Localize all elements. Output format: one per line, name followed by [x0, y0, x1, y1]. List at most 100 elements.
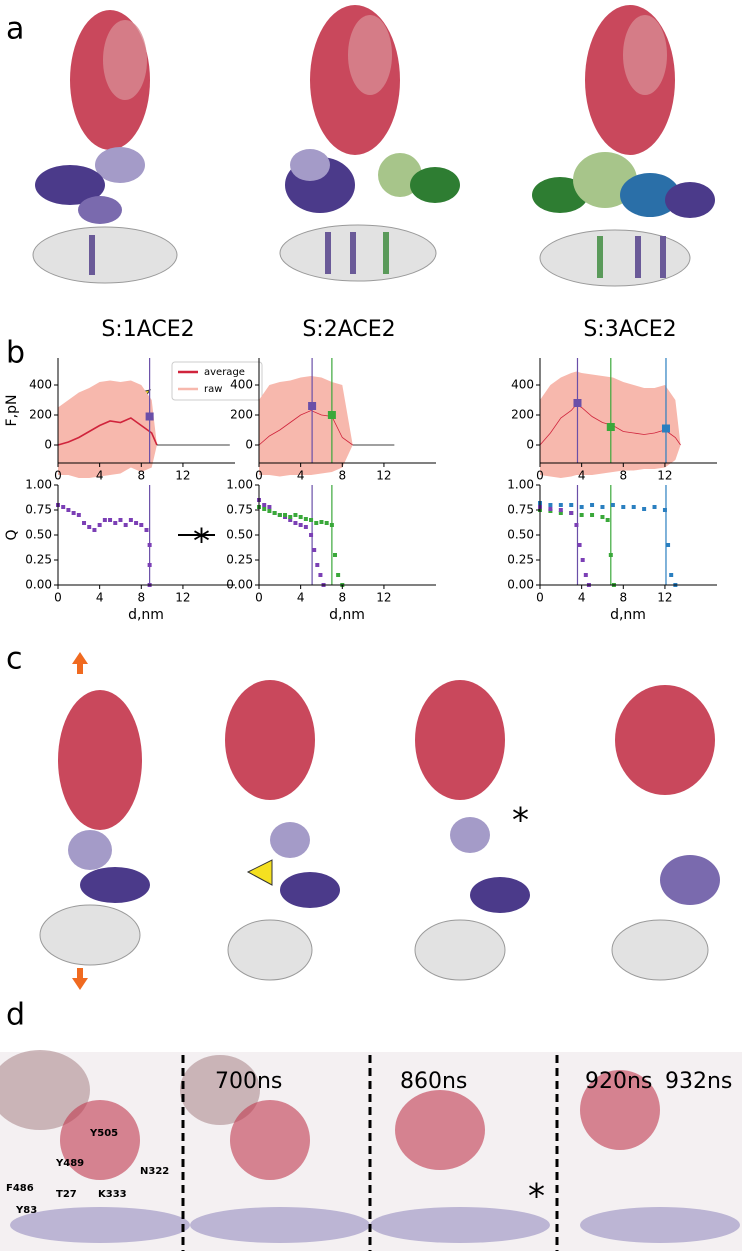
line — [258, 410, 353, 446]
y-tick-label: 0.25 — [226, 553, 253, 567]
x-tick-label: 12 — [657, 469, 672, 483]
point — [61, 505, 66, 509]
x-tick-label: 8 — [338, 591, 346, 605]
y-tick-label: 0.00 — [507, 578, 534, 592]
point — [108, 518, 113, 522]
x-tick-label: 4 — [297, 591, 305, 605]
marker — [145, 412, 154, 421]
point — [293, 513, 298, 517]
point — [548, 503, 553, 507]
raw-band — [58, 380, 157, 478]
y-axis-label: F,pN — [4, 395, 20, 427]
point — [579, 505, 584, 509]
y-tick-label: 0.00 — [25, 578, 52, 592]
x-tick-label: 8 — [338, 469, 346, 483]
point — [610, 503, 615, 507]
point — [288, 518, 293, 522]
y-tick-label: 0.75 — [226, 503, 253, 517]
time-label: 920ns — [585, 1069, 652, 1094]
x-tick-label: 4 — [578, 591, 586, 605]
point — [66, 508, 71, 512]
y-tick-label: 400 — [230, 378, 253, 392]
x-tick-label: 0 — [536, 469, 544, 483]
point — [577, 543, 582, 547]
point — [662, 508, 667, 512]
point — [669, 573, 674, 577]
x-tick-label: 8 — [137, 591, 145, 605]
residue-label: K333 — [98, 1189, 127, 1200]
legend-label: average — [204, 367, 245, 378]
point — [666, 543, 671, 547]
point — [583, 573, 588, 577]
time-label: 932ns — [665, 1069, 732, 1094]
point — [558, 503, 563, 507]
point — [315, 563, 320, 567]
x-tick-label: 8 — [137, 469, 145, 483]
raw-band — [259, 376, 353, 477]
point — [113, 521, 118, 525]
point — [590, 513, 595, 517]
x-tick-label: 8 — [619, 591, 627, 605]
y-tick-label: 0 — [526, 438, 534, 452]
point — [71, 511, 76, 515]
marker — [606, 423, 615, 431]
x-tick-label: 0 — [255, 591, 263, 605]
point — [118, 518, 123, 522]
y-tick-label: 0 — [44, 438, 52, 452]
y-tick-label: 1.00 — [507, 478, 534, 492]
point — [309, 518, 314, 522]
point — [147, 563, 152, 567]
point — [262, 503, 267, 507]
point — [590, 503, 595, 507]
marker — [327, 411, 336, 419]
point — [324, 521, 329, 525]
x-tick-label: 12 — [175, 469, 190, 483]
y-tick-label: 200 — [29, 408, 52, 422]
point — [97, 523, 102, 527]
point — [314, 521, 319, 525]
point — [293, 521, 298, 525]
point — [631, 505, 636, 509]
time-label: 700ns — [215, 1069, 282, 1094]
point — [267, 505, 272, 509]
y-axis-label: Q — [4, 529, 20, 540]
y-tick-label: 0.75 — [25, 503, 52, 517]
x-axis-label: d,nm — [128, 607, 164, 623]
y-tick-label: 0.50 — [507, 528, 534, 542]
residue-label: Y83 — [15, 1205, 37, 1216]
point — [92, 528, 97, 532]
chart-title: S:3ACE2 — [583, 317, 676, 342]
residue-label: Y489 — [55, 1158, 84, 1169]
point — [580, 558, 585, 562]
panel-label: c — [6, 642, 23, 677]
y-tick-label: 400 — [511, 378, 534, 392]
point — [87, 525, 92, 529]
point — [329, 523, 334, 527]
y-tick-label: 0.50 — [226, 528, 253, 542]
point — [144, 528, 149, 532]
residue-label: Y505 — [89, 1128, 118, 1139]
x-tick-label: 4 — [96, 469, 104, 483]
point — [288, 515, 293, 519]
point — [600, 515, 605, 519]
panel-label: d — [6, 998, 25, 1033]
annotation: * — [528, 1177, 545, 1217]
x-tick-label: 0 — [536, 591, 544, 605]
point — [579, 513, 584, 517]
point — [621, 505, 626, 509]
residue-label: T27 — [56, 1189, 77, 1200]
point — [558, 511, 563, 515]
point — [336, 573, 341, 577]
point — [262, 507, 267, 511]
y-tick-label: 200 — [511, 408, 534, 422]
y-tick-label: 0.25 — [507, 553, 534, 567]
y-tick-label: 0.25 — [25, 553, 52, 567]
point — [558, 508, 563, 512]
point — [277, 513, 282, 517]
x-tick-label: 12 — [657, 591, 672, 605]
structure-illustration — [0, 1050, 742, 1251]
point — [147, 543, 152, 547]
x-tick-label: 0 — [54, 591, 62, 605]
y-tick-label: 200 — [230, 408, 253, 422]
chart-title: S:1ACE2 — [101, 317, 194, 342]
